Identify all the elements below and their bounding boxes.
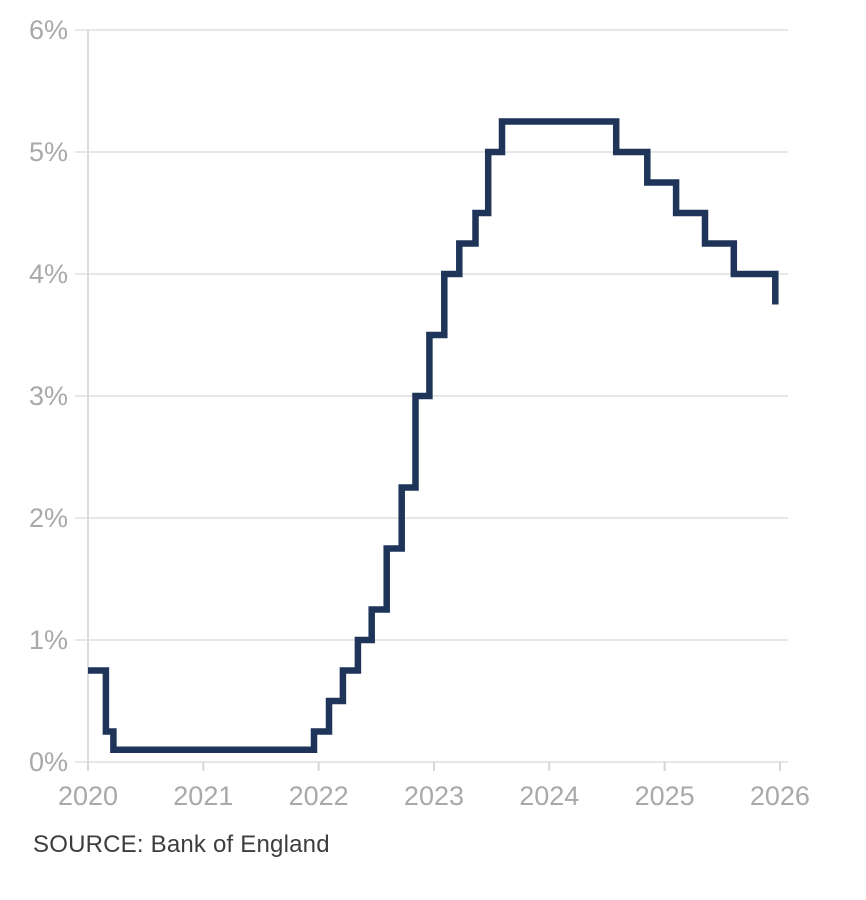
x-axis-tick-label: 2020 <box>58 781 118 811</box>
step-line-chart: 0%1%2%3%4%5%6%2020 2021 2022 2023 2024 2025 20… <box>29 15 810 811</box>
x-axis-ticks <box>87 762 781 771</box>
x-axis-tick-label: 2023 <box>404 781 464 811</box>
x-axis-tick-label: 2026 <box>750 781 810 811</box>
source-attribution: SOURCE: Bank of England <box>33 831 330 858</box>
y-axis-tick-label: 4% <box>29 259 68 289</box>
x-axis-tick-label: 2025 <box>635 781 695 811</box>
x-axis-tick-label: 2024 <box>519 781 579 811</box>
gridlines <box>75 29 788 763</box>
y-axis-tick-label: 6% <box>29 15 68 45</box>
rate-step-line <box>88 118 779 754</box>
y-axis-tick-label: 0% <box>29 747 68 777</box>
x-axis-tick-label: 2022 <box>289 781 349 811</box>
y-axis-tick-label: 3% <box>29 381 68 411</box>
y-axis-tick-label: 1% <box>29 625 68 655</box>
y-axis-tick-labels: 0% 1% 2% 3% 4% 5% 6% <box>29 15 68 777</box>
y-axis-tick-label: 2% <box>29 503 68 533</box>
y-axis-tick-label: 5% <box>29 137 68 167</box>
x-axis-tick-labels: 2020 2021 2022 2023 2024 2025 2026 <box>58 781 810 811</box>
x-axis-tick-label: 2021 <box>173 781 233 811</box>
